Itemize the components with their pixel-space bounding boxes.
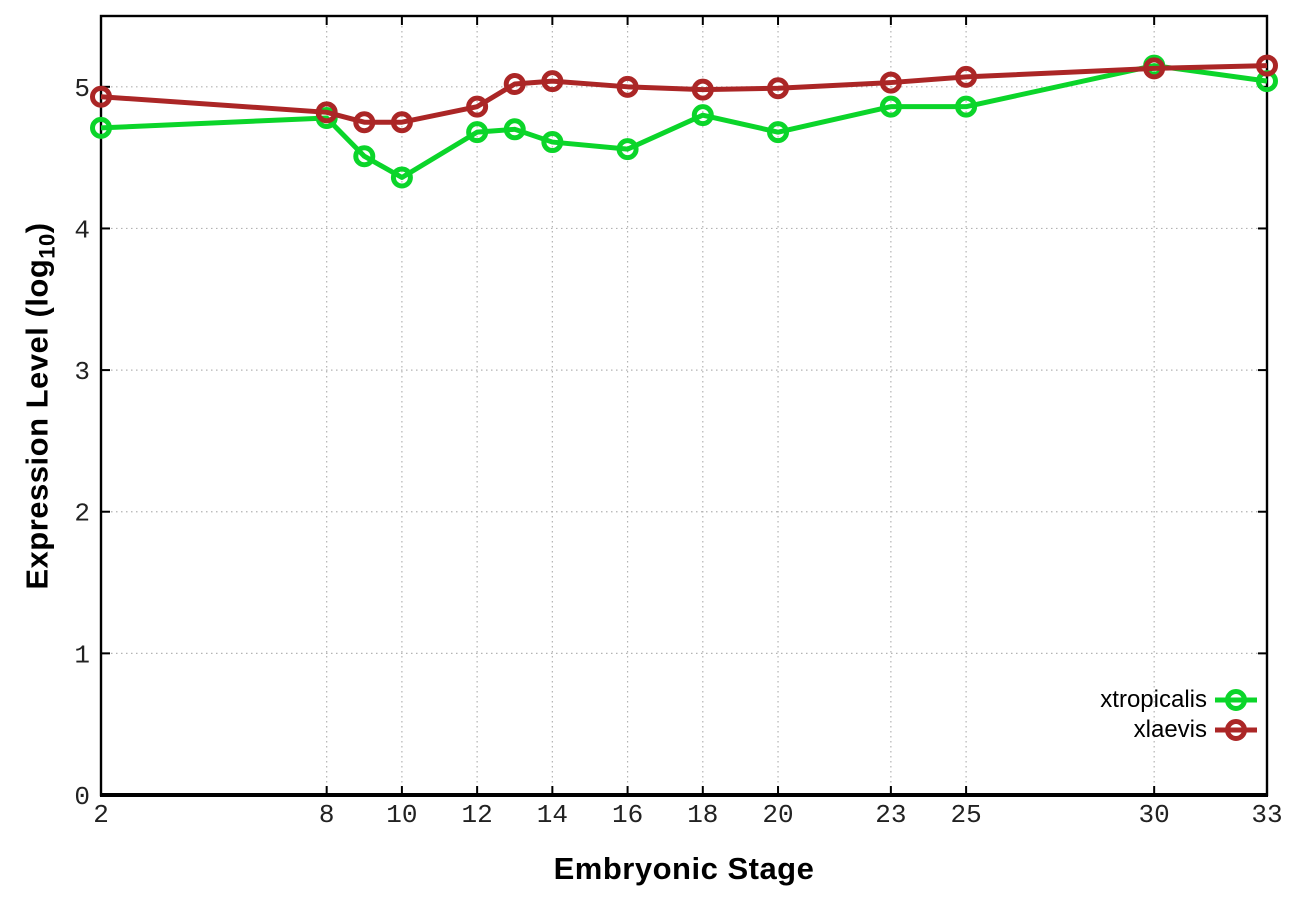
x-tick-label: 14 bbox=[537, 800, 568, 830]
data-point-xtropicalis-2 bbox=[90, 116, 112, 139]
data-point-xtropicalis-23 bbox=[879, 95, 902, 118]
x-tick-label: 12 bbox=[462, 800, 493, 830]
y-axis-title-text: Expression Level (log bbox=[19, 258, 55, 590]
data-point-xlaevis-16 bbox=[616, 75, 639, 98]
data-point-xtropicalis-9 bbox=[353, 145, 376, 168]
x-tick-label: 33 bbox=[1251, 800, 1282, 830]
x-tick-label: 23 bbox=[875, 800, 906, 830]
data-point-xlaevis-13 bbox=[503, 72, 526, 95]
y-tick-label: 5 bbox=[74, 74, 90, 104]
data-point-xlaevis-25 bbox=[955, 65, 978, 88]
x-tick-label: 16 bbox=[612, 800, 643, 830]
data-point-xtropicalis-20 bbox=[767, 121, 790, 144]
data-point-xtropicalis-10 bbox=[390, 166, 413, 189]
y-axis-title-subscript: 10 bbox=[34, 233, 60, 259]
y-axis-title-close: ) bbox=[19, 222, 55, 234]
x-tick-label: 20 bbox=[762, 800, 793, 830]
series-line-xlaevis bbox=[100, 63, 1268, 125]
y-tick-label: 3 bbox=[74, 357, 90, 387]
data-point-xlaevis-18 bbox=[691, 78, 714, 101]
data-point-xlaevis-23 bbox=[879, 71, 902, 94]
data-point-xtropicalis-12 bbox=[466, 121, 489, 144]
x-tick-label: 10 bbox=[386, 800, 417, 830]
legend-entry-xlaevis: xlaevis bbox=[1134, 715, 1257, 745]
data-point-xlaevis-2 bbox=[90, 85, 112, 108]
x-tick-label: 8 bbox=[319, 800, 335, 830]
data-point-xlaevis-33 bbox=[1256, 54, 1278, 77]
data-point-xlaevis-12 bbox=[466, 95, 489, 118]
legend-entry-xtropicalis: xtropicalis bbox=[1100, 685, 1257, 715]
y-tick-label: 1 bbox=[74, 640, 90, 670]
plot-border bbox=[99, 14, 1269, 797]
y-tick-label: 2 bbox=[74, 499, 90, 529]
data-point-xlaevis-10 bbox=[390, 111, 413, 134]
data-point-xtropicalis-13 bbox=[503, 118, 526, 141]
data-point-xlaevis-8 bbox=[315, 101, 338, 124]
y-tick-label: 0 bbox=[74, 782, 90, 812]
data-point-xtropicalis-25 bbox=[955, 95, 978, 118]
data-point-xlaevis-9 bbox=[353, 111, 376, 134]
legend-label-xtropicalis: xtropicalis bbox=[1100, 686, 1207, 713]
legend-marker-xtropicalis bbox=[1215, 689, 1257, 711]
legend-label-xlaevis: xlaevis bbox=[1133, 716, 1207, 743]
legend-marker-xlaevis bbox=[1215, 719, 1257, 741]
x-axis-title: Embryonic Stage bbox=[553, 851, 815, 886]
y-axis-title: Expression Level (log10) bbox=[20, 222, 61, 589]
x-tick-label: 18 bbox=[687, 800, 718, 830]
data-point-xtropicalis-18 bbox=[691, 104, 714, 127]
x-tick-label: 25 bbox=[950, 800, 981, 830]
series-line-xtropicalis bbox=[100, 63, 1268, 180]
data-point-xlaevis-20 bbox=[767, 77, 790, 100]
data-point-xtropicalis-14 bbox=[541, 131, 564, 154]
data-point-xtropicalis-16 bbox=[616, 138, 639, 161]
data-point-xlaevis-30 bbox=[1143, 57, 1166, 80]
y-tick-label: 4 bbox=[74, 215, 90, 245]
x-tick-label: 30 bbox=[1139, 800, 1170, 830]
legend: xtropicalis xlaevis bbox=[1100, 685, 1257, 745]
x-tick-label: 2 bbox=[93, 800, 109, 830]
data-point-xlaevis-14 bbox=[541, 70, 564, 93]
